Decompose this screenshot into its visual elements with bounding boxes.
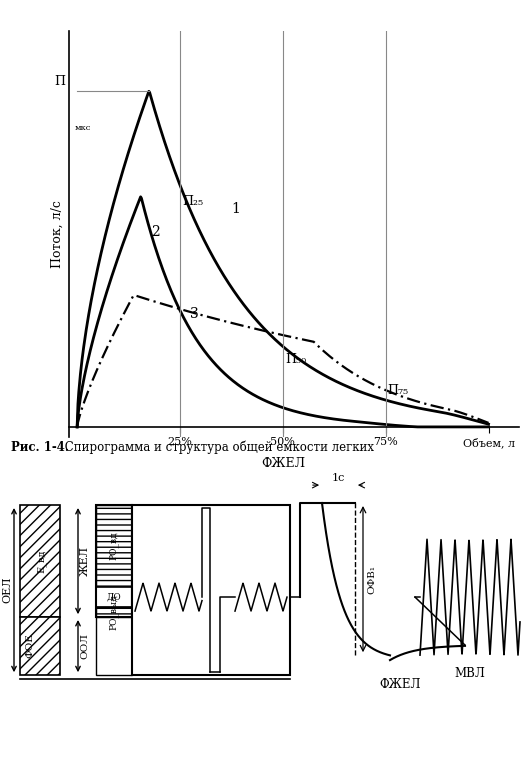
Text: П₅₀: П₅₀ [285,353,306,366]
Text: П: П [54,75,65,88]
Bar [96,607,132,617]
Y-axis label: Поток, л/с: Поток, л/с [50,200,64,268]
Text: РО_вд: РО_вд [109,532,119,560]
Text: мкс: мкс [75,123,92,132]
Bar [132,505,290,675]
Text: П₂₅: П₂₅ [182,195,203,208]
Bar [20,505,60,617]
Text: ФОЕ: ФОЕ [25,633,34,658]
Text: МВЛ: МВЛ [455,667,485,680]
Text: 1с: 1с [332,473,345,483]
Text: ЖЕЛ: ЖЕЛ [80,546,90,576]
Bar [96,505,132,587]
Bar [96,617,132,675]
Bar [20,617,60,675]
Text: П₇₅: П₇₅ [388,384,409,397]
Text: 3: 3 [190,307,199,321]
Bar [96,587,132,607]
Text: РО_выд: РО_выд [109,594,119,630]
Text: ФЖЕЛ: ФЖЕЛ [261,456,305,470]
Text: Спирограмма и структура общей емкости легких: Спирограмма и структура общей емкости ле… [61,441,374,454]
Text: Е_вд: Е_вд [37,549,47,573]
Text: ОЕЛ: ОЕЛ [2,577,12,604]
Bar [96,505,132,617]
Text: ООЛ: ООЛ [81,633,90,659]
Text: 1: 1 [232,201,240,215]
Text: ФЖЕЛ: ФЖЕЛ [379,678,421,691]
Text: 2: 2 [151,225,160,239]
Text: ДО: ДО [107,593,121,601]
Text: ОФВ₁: ОФВ₁ [367,565,376,594]
Text: Рис. 1-4.: Рис. 1-4. [11,441,68,454]
